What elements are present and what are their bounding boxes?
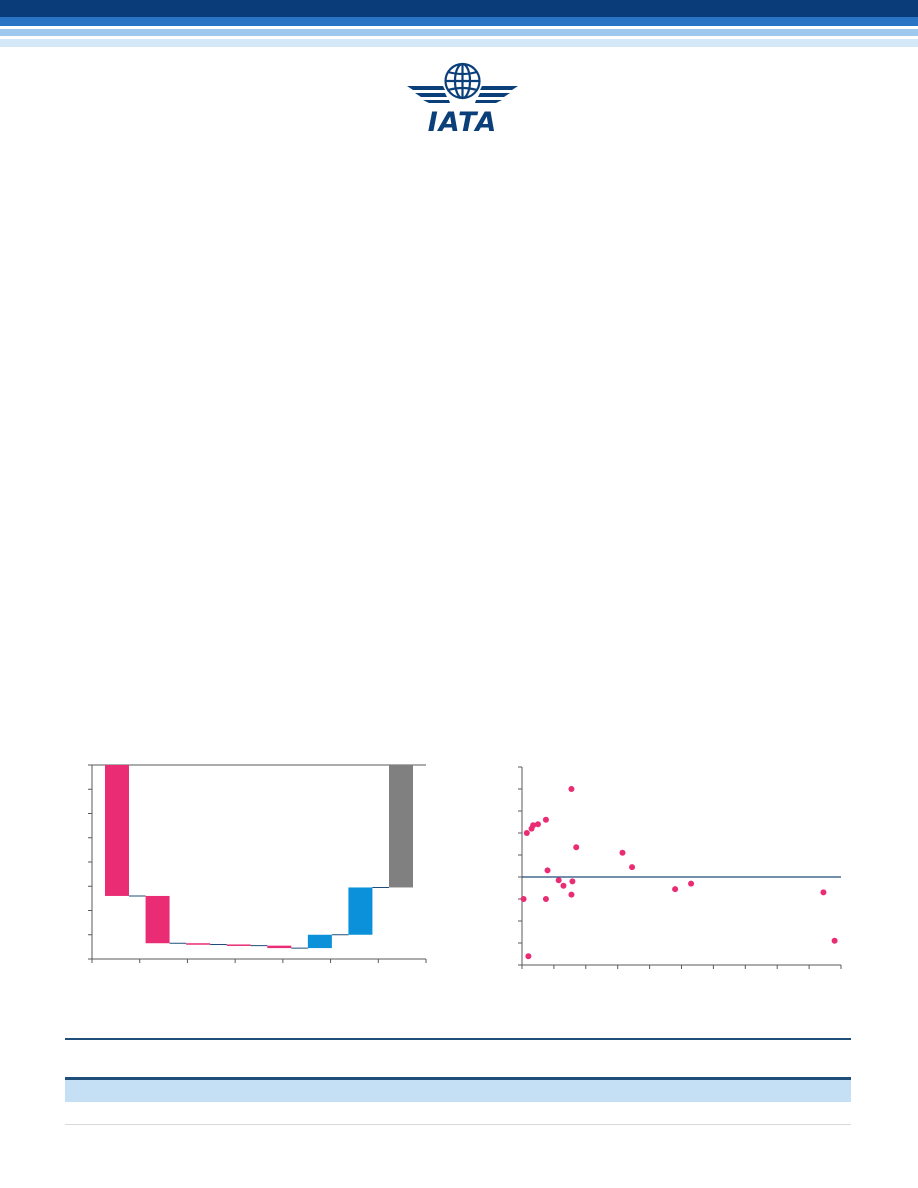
scatter-point	[831, 937, 838, 944]
waterfall-bar	[226, 944, 251, 946]
waterfall-chart	[88, 764, 427, 963]
scatter-point	[530, 822, 537, 829]
waterfall-bar	[186, 943, 211, 945]
iata-logo	[407, 62, 518, 103]
scatter-point	[555, 877, 562, 884]
scatter-point	[688, 880, 695, 887]
header-band-blue	[0, 17, 918, 26]
scatter-point	[534, 821, 541, 828]
scatter-point	[629, 864, 636, 871]
scatter-point	[568, 891, 575, 898]
scatter-point	[523, 830, 530, 836]
scatter-point	[542, 896, 549, 902]
waterfall-bar	[267, 945, 292, 949]
scatter-point	[544, 867, 551, 874]
waterfall-bar	[389, 765, 413, 888]
scatter-point	[568, 786, 575, 792]
header-band-white-1	[0, 26, 918, 29]
globe-icon	[444, 62, 481, 100]
scatter-point	[542, 816, 549, 823]
logo-text: IATA	[427, 107, 498, 138]
scatter-point	[619, 849, 626, 856]
wings-icon	[407, 86, 518, 103]
header-band-white-2	[0, 36, 918, 39]
header-band-navy	[0, 0, 918, 17]
table-header	[65, 1080, 851, 1102]
table-bottom-rule	[65, 1124, 851, 1125]
scatter-point	[569, 878, 576, 885]
scatter-point	[672, 886, 679, 893]
scatter-point	[520, 896, 527, 902]
waterfall-bar	[145, 895, 170, 944]
waterfall-bar	[348, 887, 373, 935]
scatter-point	[560, 882, 567, 889]
waterfall-bar	[307, 934, 332, 949]
waterfall-bar	[105, 765, 129, 896]
scatter-point	[525, 953, 532, 960]
header-band-pale-blue	[0, 39, 918, 47]
scatter-point	[573, 844, 580, 851]
scatter-chart	[518, 766, 842, 969]
scatter-point	[820, 889, 827, 896]
header-band-light-blue	[0, 29, 918, 36]
table-header-rule	[65, 1077, 851, 1080]
section-rule	[65, 1038, 851, 1040]
